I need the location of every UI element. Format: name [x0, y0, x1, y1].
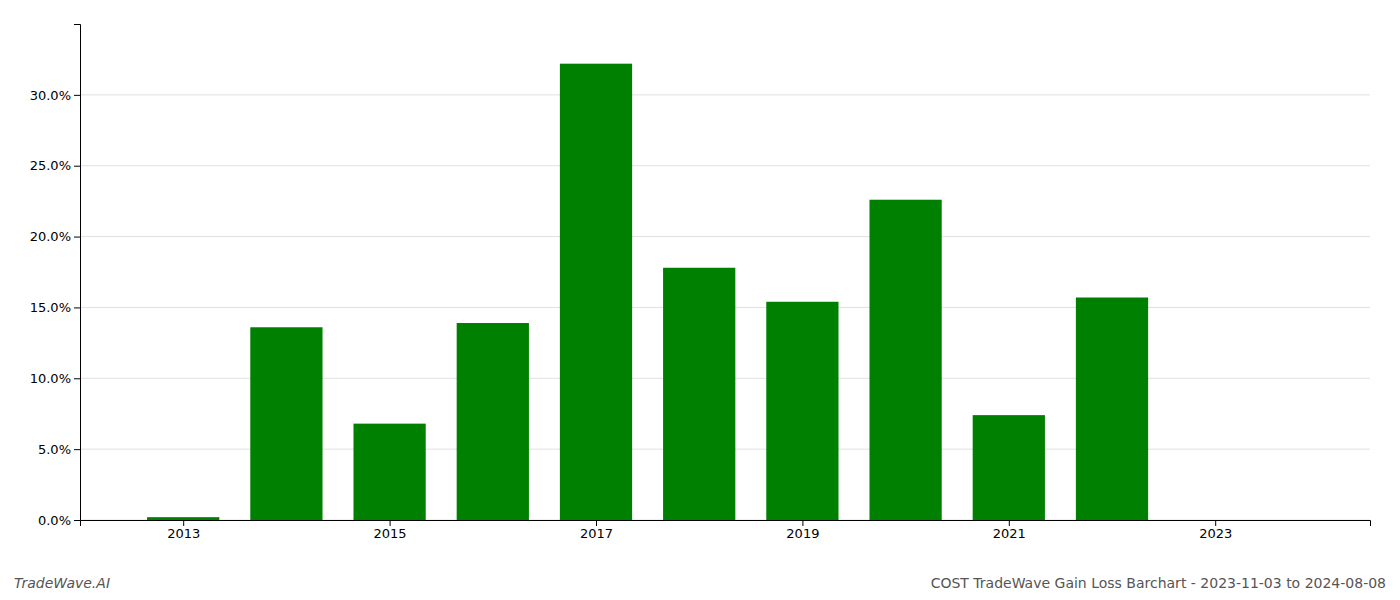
bar	[973, 415, 1045, 520]
bar	[1076, 298, 1148, 520]
tick-label: 15.0%	[30, 300, 71, 315]
tick-mark	[74, 520, 80, 521]
grid-line	[80, 165, 1370, 166]
tick: 0.0%	[38, 513, 80, 528]
bar	[1179, 520, 1251, 521]
bars	[147, 64, 1148, 520]
bar	[766, 302, 838, 520]
tick: 30.0%	[30, 88, 80, 103]
bar	[869, 200, 941, 520]
tick: 2017	[580, 520, 613, 541]
tick-mark	[74, 378, 80, 379]
tick-mark	[74, 449, 80, 450]
tick-label: 20.0%	[30, 229, 71, 244]
tick: 2015	[374, 520, 407, 541]
tick-mark	[183, 520, 184, 526]
bar	[560, 64, 632, 520]
tick-label: 2015	[374, 526, 407, 541]
tick-label: 0.0%	[38, 513, 71, 528]
bar	[457, 323, 529, 520]
tick-mark	[74, 237, 80, 238]
tick-label: 2013	[167, 526, 200, 541]
title: COST TradeWave Gain Loss Barchart - 2023…	[931, 575, 1386, 591]
tick: 2021	[993, 520, 1026, 541]
axis-line	[74, 25, 81, 521]
tick-label: 10.0%	[30, 371, 71, 386]
chart: 0.0%5.0%10.0%15.0%20.0%25.0%30.0%2013201…	[0, 0, 1400, 600]
tick-mark	[74, 166, 80, 167]
plot: 0.0%5.0%10.0%15.0%20.0%25.0%30.0%2013201…	[30, 25, 1371, 542]
tick-label: 5.0%	[38, 442, 71, 457]
tick-label: 2021	[993, 526, 1026, 541]
tick-label: 25.0%	[30, 158, 71, 173]
tick: 20.0%	[30, 229, 80, 244]
tick: 2023	[1199, 520, 1232, 541]
bar	[663, 268, 735, 520]
tick: 25.0%	[30, 158, 80, 173]
tick-mark	[74, 95, 80, 96]
bar	[353, 424, 425, 520]
tick-label: 2017	[580, 526, 613, 541]
bar	[250, 327, 322, 520]
tick-label: 30.0%	[30, 88, 71, 103]
tick-mark	[1009, 520, 1010, 526]
tick-mark	[802, 520, 803, 526]
axis-line	[81, 521, 1371, 527]
tick-mark	[1215, 520, 1216, 526]
tick-mark	[74, 307, 80, 308]
tick-label: 2023	[1199, 526, 1232, 541]
tick-mark	[596, 520, 597, 526]
tick: 15.0%	[30, 300, 80, 315]
tick: 2019	[786, 520, 819, 541]
watermark: TradeWave.AI	[14, 575, 110, 591]
grid-line	[80, 94, 1370, 95]
tick: 2013	[167, 520, 200, 541]
tick: 5.0%	[38, 442, 80, 457]
grid-line	[80, 236, 1370, 237]
y-axis: 0.0% 5.0% 10.0% 15.0% 20.0% 25.0% 30.0%	[30, 25, 81, 528]
tick-label: 2019	[786, 526, 819, 541]
x-axis: 2013 2015 2017 2019 2021 2023	[81, 520, 1371, 541]
tick-mark	[390, 520, 391, 526]
bar	[147, 517, 219, 520]
grid	[80, 95, 1370, 520]
tick: 10.0%	[30, 371, 80, 386]
